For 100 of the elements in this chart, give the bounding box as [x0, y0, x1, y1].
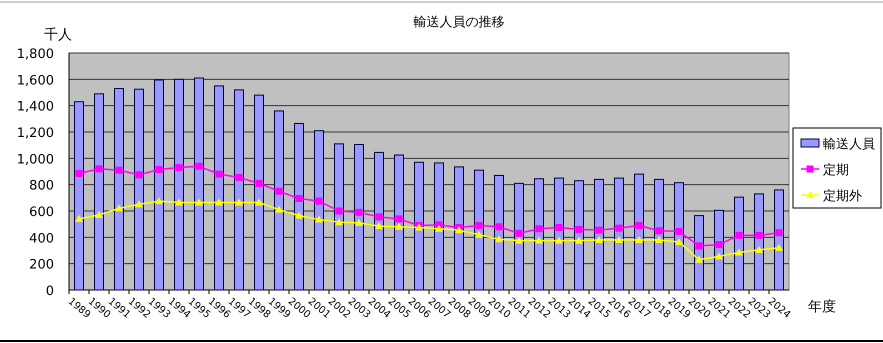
bar [354, 144, 364, 290]
point [616, 224, 622, 232]
point [716, 241, 722, 248]
y-tick-label: 600 [29, 205, 54, 220]
y-tick-label: 400 [29, 231, 54, 246]
point [196, 162, 202, 170]
point [676, 228, 682, 235]
point [556, 224, 562, 231]
bar [534, 178, 544, 290]
point [715, 252, 723, 260]
bar [314, 130, 324, 290]
point [195, 198, 203, 206]
point [755, 246, 763, 253]
point [756, 232, 762, 239]
y-tick-label: 800 [29, 178, 54, 194]
bar [434, 162, 444, 290]
point [95, 210, 103, 218]
point [256, 180, 262, 187]
point [76, 170, 82, 177]
point [116, 166, 122, 174]
point [236, 174, 242, 181]
point [695, 256, 703, 263]
point [216, 170, 222, 178]
bar [254, 94, 264, 290]
point [736, 232, 742, 239]
point [135, 200, 143, 208]
point [136, 171, 142, 178]
point [156, 166, 162, 174]
point [376, 213, 382, 220]
point [596, 226, 602, 234]
point [315, 216, 323, 223]
point [435, 224, 443, 232]
bar [614, 178, 624, 290]
point [675, 238, 683, 245]
point [395, 222, 403, 230]
legend-label: 定期外 [823, 189, 862, 204]
point [516, 230, 522, 237]
point [336, 208, 342, 214]
point [355, 218, 363, 226]
point [636, 222, 642, 229]
bar [454, 166, 464, 290]
bar [654, 178, 664, 290]
point [635, 236, 643, 243]
point [475, 230, 483, 238]
bar [554, 178, 564, 290]
bar [174, 78, 184, 290]
bar [774, 189, 784, 290]
bar [134, 88, 144, 290]
point [176, 164, 182, 172]
point [296, 194, 302, 202]
bar [394, 154, 404, 290]
point [276, 188, 282, 195]
bar [374, 152, 384, 290]
x-axis-title: 年度 [808, 299, 836, 315]
y-tick-label: 1,200 [16, 126, 54, 141]
bar [94, 93, 104, 290]
bar [274, 110, 284, 290]
bar [474, 170, 484, 290]
point [515, 236, 523, 244]
point [235, 198, 243, 206]
point [696, 242, 702, 250]
point [575, 236, 583, 244]
point [476, 222, 482, 229]
point [96, 165, 102, 172]
y-tick-label: 1,800 [16, 47, 54, 62]
bar [294, 122, 304, 290]
point [316, 198, 322, 205]
bar [414, 162, 424, 290]
point [615, 236, 623, 243]
y-tick-label: 1,000 [16, 152, 54, 168]
bar [234, 89, 244, 290]
bar [154, 79, 164, 290]
point [576, 226, 582, 233]
point [335, 218, 343, 226]
bar [574, 180, 584, 290]
point [356, 208, 362, 216]
point [735, 248, 743, 256]
bar [194, 78, 204, 290]
bar [494, 174, 504, 290]
y-tick-label: 1,400 [16, 100, 54, 115]
point [255, 198, 263, 206]
bar [214, 85, 224, 290]
point [75, 214, 83, 222]
bar [594, 178, 604, 290]
legend-label: 輸送人員 [823, 137, 875, 152]
chart-title: 輸送人員の推移 [414, 15, 504, 30]
y-axis-title: 千人 [44, 27, 72, 43]
y-tick-label: 0 [46, 284, 54, 299]
point [175, 198, 183, 206]
point [655, 236, 663, 243]
point [496, 223, 502, 230]
point [535, 236, 543, 244]
point [536, 225, 542, 232]
bar [334, 143, 344, 290]
y-tick-label: 200 [29, 258, 54, 273]
point [656, 227, 662, 234]
legend-label: 定期 [823, 163, 849, 178]
point [115, 204, 123, 212]
point [776, 229, 782, 236]
point [595, 236, 603, 243]
